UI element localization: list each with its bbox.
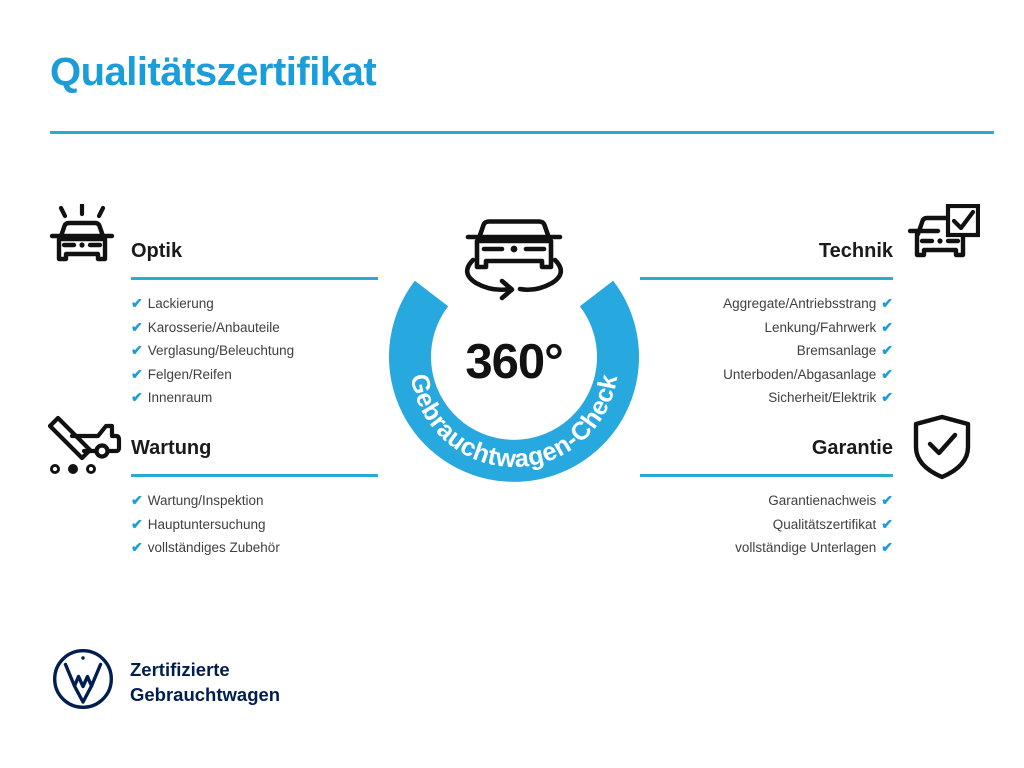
badge-degrees: 360° bbox=[465, 335, 563, 389]
section-technik: Technik Aggregate/Antriebsstrang ✔ Lenkun… bbox=[640, 238, 893, 410]
check-icon: ✔ bbox=[131, 492, 143, 508]
list-item: ✔ Karosserie/Anbauteile bbox=[131, 316, 378, 340]
list-item: Bremsanlage ✔ bbox=[640, 339, 893, 363]
list-item-label: Unterboden/Abgasanlage bbox=[723, 366, 877, 382]
section-technik-title: Technik bbox=[818, 240, 893, 262]
section-optik-header: Optik bbox=[131, 238, 378, 280]
check-icon: ✔ bbox=[131, 389, 143, 405]
list-item: ✔ Wartung/Inspektion bbox=[131, 489, 378, 513]
badge-ring bbox=[389, 280, 639, 482]
list-item: ✔ Innenraum bbox=[131, 386, 378, 410]
list-item-label: Aggregate/Antriebsstrang bbox=[723, 296, 877, 311]
list-item-label: Lenkung/Fahrwerk bbox=[764, 319, 877, 335]
check-icon: ✔ bbox=[131, 515, 143, 532]
check-icon: ✔ bbox=[881, 539, 893, 555]
list-item: ✔ Lackierung bbox=[131, 292, 378, 316]
check-icon: ✔ bbox=[881, 492, 893, 508]
list-item: Unterboden/Abgasanlage ✔ bbox=[640, 363, 893, 387]
section-garantie: Garantie Garantienachweis ✔ Qualitätszert… bbox=[640, 435, 893, 560]
list-item-label: Wartung/Inspektion bbox=[147, 493, 264, 508]
section-wartung-header: Wartung bbox=[131, 435, 378, 477]
brand-line-2: Gebrauchtwagen bbox=[130, 683, 281, 705]
list-item-label: Qualitätszertifikat bbox=[772, 516, 877, 532]
section-garantie-header: Garantie bbox=[640, 435, 893, 477]
list-item-label: Verglasung/Beleuchtung bbox=[147, 343, 295, 358]
car-service-wrench-icon bbox=[46, 414, 122, 481]
section-garantie-divider bbox=[640, 474, 893, 477]
list-item: Lenkung/Fahrwerk ✔ bbox=[640, 316, 893, 340]
section-optik-title: Optik bbox=[131, 240, 183, 262]
section-technik-divider bbox=[640, 277, 893, 280]
section-optik-divider bbox=[131, 277, 378, 280]
list-item-label: Garantienachweis bbox=[768, 493, 877, 508]
section-optik-list: ✔ Lackierung ✔ Karosserie/Anbauteile ✔ Verg… bbox=[131, 292, 378, 410]
vw-logo-icon bbox=[52, 648, 114, 715]
check-icon: ✔ bbox=[881, 515, 893, 532]
brand-line-1: Zertifizierte bbox=[130, 658, 230, 680]
list-item: Sicherheit/Elektrik ✔ bbox=[640, 386, 893, 410]
section-wartung-divider bbox=[131, 474, 378, 477]
section-garantie-title: Garantie bbox=[811, 437, 893, 459]
page-title: Qualitätszertifikat bbox=[50, 50, 377, 94]
list-item-label: Karosserie/Anbauteile bbox=[147, 319, 280, 335]
360-check-badge: Gebrauchtwagen-Check 360° bbox=[374, 193, 654, 493]
section-wartung: Wartung ✔ Wartung/Inspektion ✔ Hauptunters… bbox=[131, 435, 378, 560]
check-icon: ✔ bbox=[131, 365, 143, 382]
brand-text: Zertifizierte Gebrauchtwagen bbox=[130, 657, 280, 707]
list-item-label: Sicherheit/Elektrik bbox=[768, 390, 877, 405]
list-item-label: Lackierung bbox=[147, 296, 214, 311]
list-item: vollständige Unterlagen ✔ bbox=[640, 536, 893, 560]
car-front-shine-icon bbox=[46, 202, 118, 279]
car-checkbox-icon bbox=[907, 203, 981, 275]
check-icon: ✔ bbox=[881, 295, 893, 311]
list-item: ✔ Felgen/Reifen bbox=[131, 363, 378, 387]
car-rotation-icon bbox=[464, 219, 564, 301]
check-icon: ✔ bbox=[131, 295, 143, 311]
section-garantie-list: Garantienachweis ✔ Qualitätszertifikat ✔ v… bbox=[640, 489, 893, 560]
section-technik-header: Technik bbox=[640, 238, 893, 280]
check-icon: ✔ bbox=[881, 365, 893, 382]
list-item-label: Innenraum bbox=[147, 390, 213, 405]
check-icon: ✔ bbox=[881, 389, 893, 405]
section-optik: Optik ✔ Lackierung ✔ Karosserie/Anbauteile… bbox=[131, 238, 378, 410]
list-item: ✔ Verglasung/Beleuchtung bbox=[131, 339, 378, 363]
shield-check-icon bbox=[912, 414, 972, 485]
section-wartung-title: Wartung bbox=[131, 437, 212, 459]
check-icon: ✔ bbox=[881, 318, 893, 335]
check-icon: ✔ bbox=[131, 318, 143, 335]
list-item: ✔ vollständiges Zubehör bbox=[131, 536, 378, 560]
list-item: ✔ Hauptuntersuchung bbox=[131, 513, 378, 537]
section-wartung-list: ✔ Wartung/Inspektion ✔ Hauptuntersuchung ✔… bbox=[131, 489, 378, 560]
list-item-label: Hauptuntersuchung bbox=[147, 516, 266, 532]
section-technik-list: Aggregate/Antriebsstrang ✔ Lenkung/Fahrwe… bbox=[640, 292, 893, 410]
list-item-label: vollständige Unterlagen bbox=[735, 540, 877, 555]
list-item-label: vollständiges Zubehör bbox=[147, 540, 280, 555]
title-divider bbox=[50, 131, 994, 134]
list-item: Qualitätszertifikat ✔ bbox=[640, 513, 893, 537]
list-item: Aggregate/Antriebsstrang ✔ bbox=[640, 292, 893, 316]
check-icon: ✔ bbox=[131, 342, 143, 358]
check-icon: ✔ bbox=[131, 539, 143, 555]
list-item: Garantienachweis ✔ bbox=[640, 489, 893, 513]
check-icon: ✔ bbox=[881, 342, 893, 358]
list-item-label: Bremsanlage bbox=[796, 343, 877, 358]
brand-lockup: Zertifizierte Gebrauchtwagen bbox=[52, 648, 280, 715]
list-item-label: Felgen/Reifen bbox=[147, 366, 232, 382]
